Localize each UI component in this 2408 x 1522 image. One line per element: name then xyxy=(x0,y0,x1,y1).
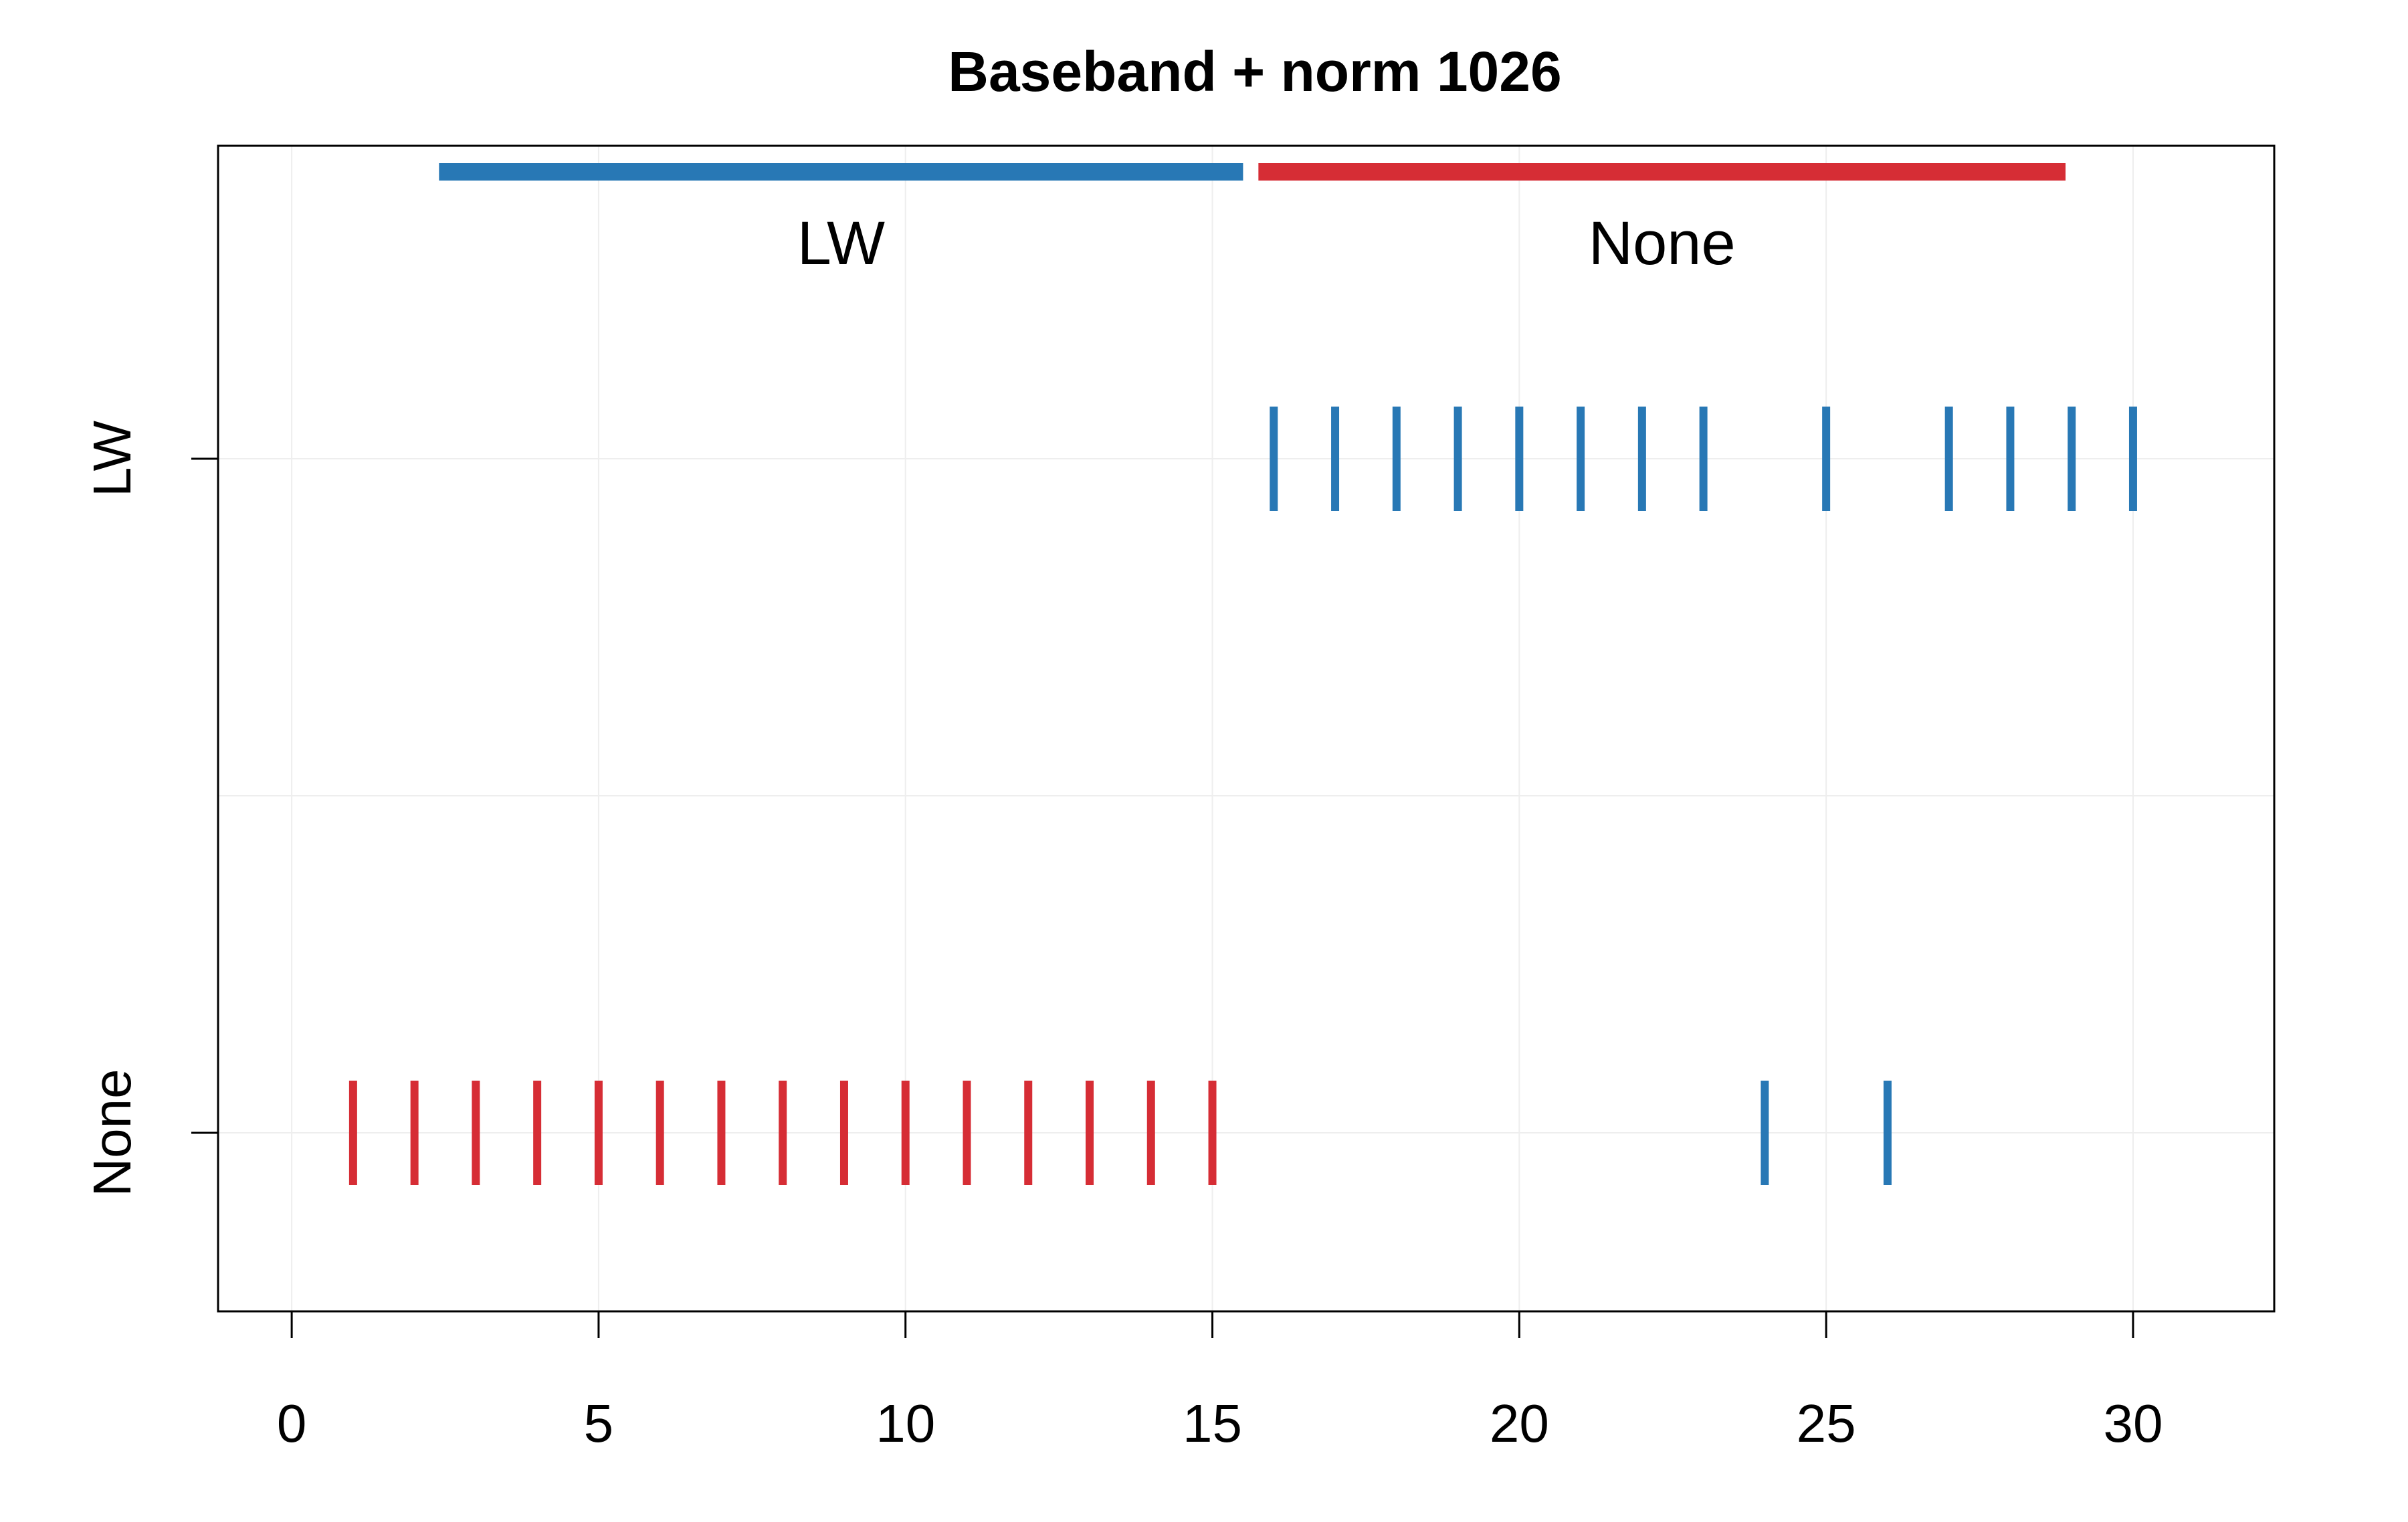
grid-lines xyxy=(218,146,2274,1311)
x-tick-label: 5 xyxy=(584,1394,614,1453)
x-tick-label: 20 xyxy=(1490,1394,1549,1453)
group-bars: LW None xyxy=(439,163,2066,278)
y-tick-label: LW xyxy=(82,420,142,497)
x-tick-label: 25 xyxy=(1797,1394,1856,1453)
strip-marks xyxy=(348,407,2137,1185)
y-tick-label: None xyxy=(82,1069,142,1196)
x-tick-label: 0 xyxy=(277,1394,307,1453)
x-tick-label: 15 xyxy=(1183,1394,1242,1453)
x-tick-label: 30 xyxy=(2103,1394,2163,1453)
plot-frame xyxy=(217,144,2276,1313)
chart-title: Baseband + norm 1026 xyxy=(948,40,1561,103)
group-label: LW xyxy=(797,209,885,278)
group-label: None xyxy=(1589,209,1736,278)
axes: 0 5 10 15 20 25 30 LW None xyxy=(82,420,2163,1453)
x-tick-label: 10 xyxy=(876,1394,935,1453)
